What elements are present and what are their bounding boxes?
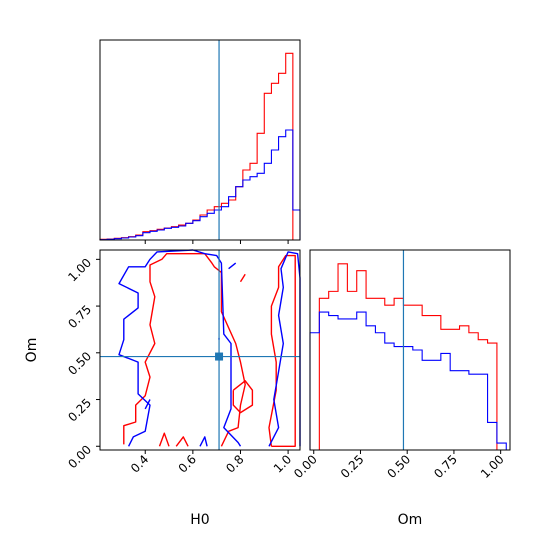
hist-om-x-tick-label: 0.50 (385, 452, 414, 481)
contour-blue (199, 436, 208, 447)
contour-y-tick-label: 0.25 (65, 396, 94, 425)
contour-red (239, 273, 246, 283)
hist-om-panel: 0.00 0.25 0.50 0.75 1.00 (291, 249, 511, 481)
y-axis-label-om: Om (24, 338, 40, 363)
hist-om-x-tick-label: 1.00 (478, 452, 507, 481)
contour-red (175, 436, 189, 447)
contour-red (232, 380, 254, 414)
contour-blue (228, 262, 237, 270)
contour-x-tick-label: 0.4 (128, 452, 151, 475)
contour-y-tick-label: 0.50 (65, 349, 94, 378)
hist-om-frame (309, 249, 511, 451)
hist-h0-frame (99, 39, 301, 241)
contour-y-tick-label: 0.00 (65, 442, 94, 471)
hist-om-x-tick-label: 0.00 (291, 452, 320, 481)
hist-om-x-tick-label: 0.25 (338, 452, 367, 481)
hist-h0-panel (99, 39, 301, 244)
x-axis-label-om: Om (398, 512, 423, 528)
contour-y-tick-label: 0.75 (65, 302, 94, 331)
hist-om-x-tick-label: 0.75 (431, 452, 460, 481)
contour-blue (268, 251, 301, 447)
contour-blue (118, 249, 242, 447)
contour-y-tick-label: 1.00 (65, 256, 94, 285)
contour-panel: 0.4 0.6 0.8 1.00.000.250.500.751.00 (65, 249, 301, 476)
contour-blue (144, 399, 151, 410)
contour-red (158, 432, 170, 447)
x-axis-label-h0: H0 (190, 512, 209, 528)
truth-marker (215, 352, 224, 361)
contour-frame (99, 249, 301, 451)
hist-h0-series-blue (99, 129, 301, 241)
contour-x-tick-label: 0.6 (176, 452, 199, 475)
hist-om-series-red (310, 263, 507, 451)
hist-h0-series-red (99, 52, 300, 241)
contour-x-tick-label: 0.8 (223, 452, 246, 475)
